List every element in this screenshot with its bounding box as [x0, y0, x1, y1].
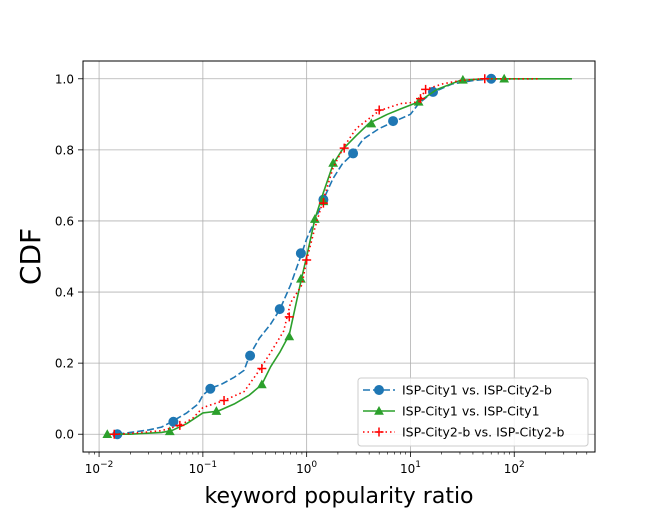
x-tick-label: 101 [400, 460, 421, 476]
series-1-marker [348, 148, 359, 159]
legend-marker [374, 385, 384, 395]
series-3-marker [175, 420, 185, 430]
x-tick-exponent: 2 [519, 460, 525, 470]
plot-frame [82, 60, 596, 453]
series-3-marker [416, 94, 426, 104]
x-tick-exponent: 1 [415, 460, 421, 470]
series-2-line [107, 77, 572, 436]
legend-box [357, 377, 589, 447]
series-3-marker [339, 143, 349, 153]
series-2-marker [256, 379, 267, 389]
y-tick-label: 0.0 [55, 428, 74, 442]
series-3-marker [257, 363, 267, 373]
legend-entry: ISP-City2-b vs. ISP-City2-b [363, 425, 564, 440]
series-3-marker [302, 255, 312, 265]
series-3 [109, 74, 539, 439]
y-tick-label: 0.8 [55, 143, 74, 157]
legend-label: ISP-City2-b vs. ISP-City2-b [402, 425, 564, 440]
x-tick-label: 100 [296, 460, 317, 476]
x-tick-label: 10−1 [189, 460, 218, 476]
series-2-marker [366, 118, 377, 128]
x-tick-exponent: −1 [204, 460, 217, 470]
legend: ISP-City1 vs. ISP-City2-b ISP-City1 vs. I… [357, 377, 589, 447]
y-tick-label: 0.2 [55, 357, 74, 371]
series-3-marker [318, 198, 328, 208]
legend-marker [374, 427, 384, 437]
series-1-marker [274, 304, 285, 315]
series-3-marker [480, 74, 490, 84]
legend-entry: ISP-City1 vs. ISP-City1 [363, 404, 540, 419]
legend-label: ISP-City1 vs. ISP-City2-b [402, 383, 552, 398]
x-tick-exponent: −2 [100, 460, 113, 470]
series-3-marker [109, 429, 119, 439]
series-3-marker [219, 395, 229, 405]
series-2-marker [102, 429, 113, 438]
series-2 [102, 73, 572, 438]
series-3-line [114, 77, 539, 436]
series-1-marker [388, 116, 399, 127]
series-3-marker [284, 312, 294, 322]
legend-entry: ISP-City1 vs. ISP-City2-b [363, 383, 552, 398]
x-axis-ticks: 10−2 10−1 100 101 102 [85, 452, 588, 476]
x-axis-title: keyword popularity ratio [204, 484, 473, 508]
y-tick-label: 0.4 [55, 286, 74, 300]
series-2-marker [296, 273, 306, 283]
x-tick-label: 102 [504, 460, 525, 476]
series-2-marker [284, 331, 295, 341]
series-3-marker [374, 105, 384, 115]
series-3-marker [421, 84, 431, 94]
x-tick-label: 10−2 [85, 460, 114, 476]
legend-marker [374, 405, 384, 415]
x-tick-exponent: 0 [311, 460, 317, 470]
y-axis-title: CDF [14, 228, 47, 285]
y-tick-label: 0.6 [55, 214, 74, 228]
series-1-marker [295, 248, 306, 259]
series-1-marker [205, 383, 216, 394]
series-2-marker [499, 73, 510, 83]
legend-label: ISP-City1 vs. ISP-City1 [402, 404, 540, 419]
series-1-marker [168, 416, 179, 427]
series-2-marker [211, 406, 222, 415]
series-1-marker [245, 350, 256, 361]
series-1-line [117, 77, 533, 436]
series-layer [102, 73, 572, 440]
series-2-marker [164, 426, 175, 436]
y-axis-ticks: 0.0 0.2 0.4 0.6 0.8 1.0 [55, 72, 83, 442]
y-tick-label: 1.0 [55, 72, 74, 86]
